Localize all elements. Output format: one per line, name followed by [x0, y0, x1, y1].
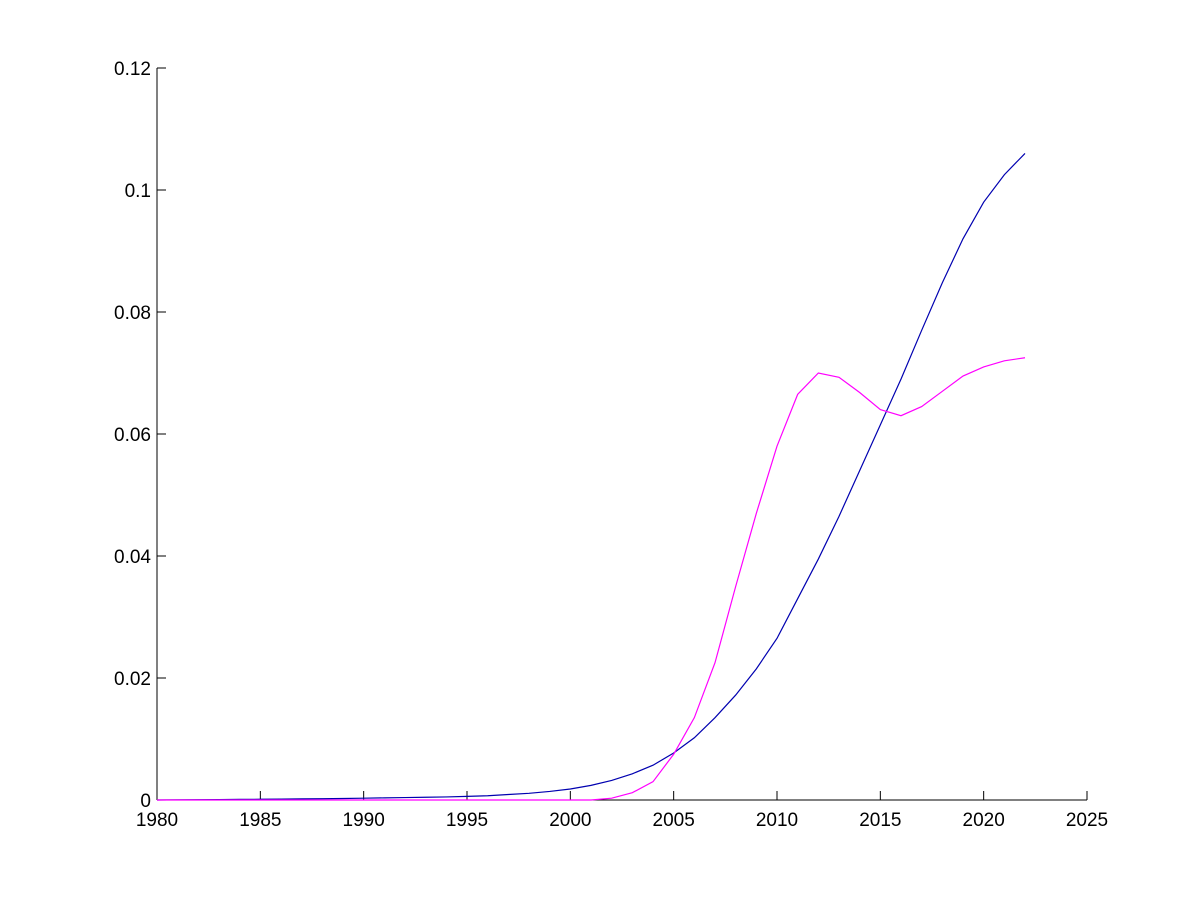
y-tick-label: 0.1	[125, 181, 151, 202]
y-tick-label: 0.02	[114, 669, 151, 690]
x-tick-label: 1995	[446, 810, 488, 831]
x-tick-label: 1990	[343, 810, 385, 831]
x-tick-label: 2005	[653, 810, 695, 831]
line-series	[157, 357, 1026, 801]
x-tick-label: 1985	[239, 810, 281, 831]
y-tick-label: 0.08	[114, 303, 151, 324]
line-series	[156, 152, 1026, 801]
x-tick-label: 2020	[963, 810, 1005, 831]
y-tick-label: 0.06	[114, 425, 151, 446]
y-tick-label: 0.12	[114, 59, 151, 80]
x-tick-label: 1980	[136, 810, 178, 831]
x-tick-label: 2010	[756, 810, 798, 831]
x-tick-label: 2000	[549, 810, 591, 831]
y-tick-label: 0	[140, 791, 151, 812]
y-tick-label: 0.04	[114, 547, 151, 568]
x-tick-label: 2025	[1066, 810, 1108, 831]
x-tick-label: 2015	[859, 810, 901, 831]
